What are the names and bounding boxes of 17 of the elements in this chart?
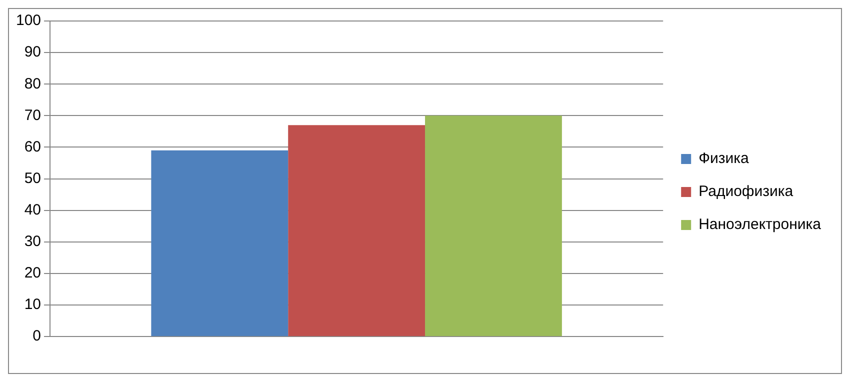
legend-label: Наноэлектроника (698, 216, 822, 234)
bar (151, 150, 288, 336)
bar (425, 116, 562, 336)
y-tick-label: 0 (32, 328, 42, 345)
y-tick-label: 50 (24, 170, 42, 187)
y-tick-label: 40 (24, 202, 42, 218)
y-tick-label: 30 (24, 233, 42, 250)
y-tick-label: 80 (24, 75, 42, 92)
y-tick-label: 20 (24, 264, 42, 282)
y-tick-label: 70 (24, 106, 42, 124)
y-tick-label: 10 (24, 296, 42, 314)
y-tick-label: 90 (24, 44, 42, 61)
y-tick-label: 60 (24, 138, 42, 156)
y-tick-label: 100 (16, 12, 42, 30)
legend-label: Радиофизика (698, 183, 794, 200)
legend-label: Физика (698, 150, 750, 168)
bar (288, 125, 426, 336)
